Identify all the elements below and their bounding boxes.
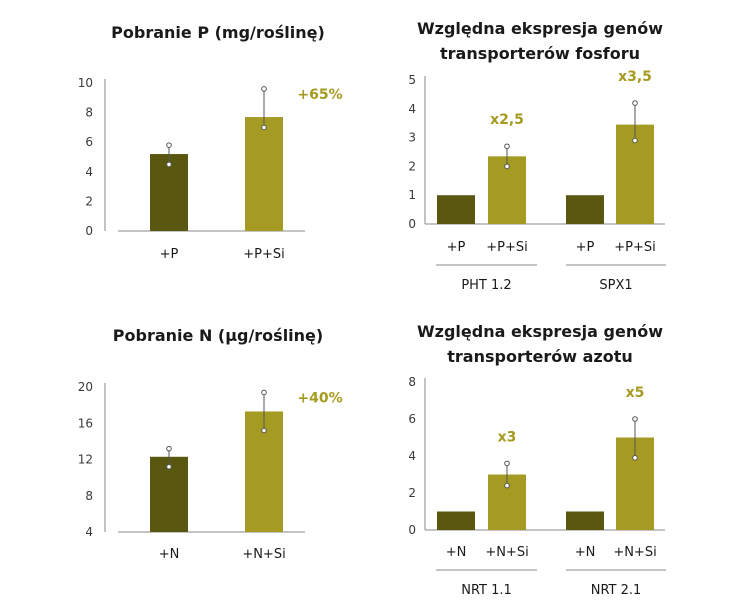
- category-label: +P+Si: [614, 240, 656, 255]
- y-tick-label: 2: [85, 194, 93, 208]
- chart-title: Względna ekspresja genów: [417, 322, 663, 341]
- chart-title: Względna ekspresja genów: [417, 19, 663, 38]
- error-cap-high: [166, 142, 172, 148]
- y-tick-label: 12: [78, 453, 93, 467]
- y-tick-label: 0: [408, 523, 416, 537]
- y-tick-label: 5: [408, 73, 416, 87]
- y-tick-label: 1: [408, 188, 416, 202]
- bar: [437, 511, 475, 530]
- category-label: +N: [446, 545, 467, 560]
- y-tick-label: 8: [85, 106, 93, 120]
- error-cap-high: [261, 86, 267, 92]
- error-cap-high: [632, 100, 638, 106]
- y-tick-label: 10: [78, 76, 93, 90]
- bar: [566, 511, 604, 530]
- error-cap-low: [166, 463, 172, 470]
- data-annotation: +40%: [297, 390, 342, 406]
- chart-title: transporterów azotu: [447, 347, 632, 366]
- error-cap-low: [166, 161, 172, 168]
- category-label: +P+Si: [486, 240, 528, 255]
- category-label: +N+Si: [242, 547, 285, 562]
- error-cap-high: [261, 389, 267, 396]
- category-label: +P: [160, 247, 179, 262]
- error-cap-high: [632, 416, 638, 422]
- data-annotation: x3: [498, 429, 517, 445]
- error-cap-low: [632, 137, 638, 144]
- category-label: +N+Si: [485, 545, 528, 560]
- error-cap-low: [632, 455, 638, 461]
- data-annotation: x3,5: [618, 69, 652, 85]
- y-tick-label: 4: [408, 102, 416, 116]
- chart-title: Pobranie N (µg/roślinę): [113, 326, 323, 345]
- y-tick-label: 0: [408, 217, 416, 231]
- group-label: NRT 2.1: [591, 583, 642, 598]
- bar: [245, 117, 283, 231]
- error-cap-low: [504, 163, 510, 170]
- y-tick-label: 0: [85, 224, 93, 238]
- y-tick-label: 3: [408, 131, 416, 145]
- y-tick-label: 2: [408, 486, 416, 500]
- bar: [566, 195, 604, 224]
- y-tick-label: 4: [85, 525, 93, 539]
- error-cap-low: [261, 427, 267, 434]
- y-tick-label: 6: [85, 135, 93, 149]
- error-cap-high: [166, 445, 172, 452]
- category-label: +P: [447, 240, 466, 255]
- group-label: PHT 1.2: [461, 278, 511, 293]
- data-annotation: x2,5: [490, 112, 524, 128]
- error-cap-high: [504, 143, 510, 150]
- y-tick-label: 16: [78, 416, 93, 430]
- category-label: +N: [159, 547, 180, 562]
- data-annotation: +65%: [297, 87, 342, 103]
- chart-title: Pobranie P (mg/roślinę): [111, 23, 325, 42]
- data-annotation: x5: [626, 385, 645, 401]
- group-label: NRT 1.1: [461, 583, 512, 598]
- category-label: +N: [575, 545, 596, 560]
- bar: [437, 195, 475, 224]
- y-tick-label: 4: [85, 165, 93, 179]
- category-label: +P: [576, 240, 595, 255]
- y-tick-label: 2: [408, 159, 416, 173]
- category-label: +P+Si: [243, 247, 285, 262]
- y-tick-label: 4: [408, 449, 416, 463]
- group-label: SPX1: [599, 278, 632, 293]
- y-tick-label: 8: [85, 489, 93, 503]
- category-label: +N+Si: [613, 545, 656, 560]
- y-tick-label: 20: [78, 380, 93, 394]
- error-cap-low: [261, 124, 267, 131]
- y-tick-label: 8: [408, 375, 416, 389]
- chart-title: transporterów fosforu: [440, 44, 640, 63]
- error-cap-high: [504, 460, 510, 467]
- y-tick-label: 6: [408, 412, 416, 426]
- error-cap-low: [504, 482, 510, 489]
